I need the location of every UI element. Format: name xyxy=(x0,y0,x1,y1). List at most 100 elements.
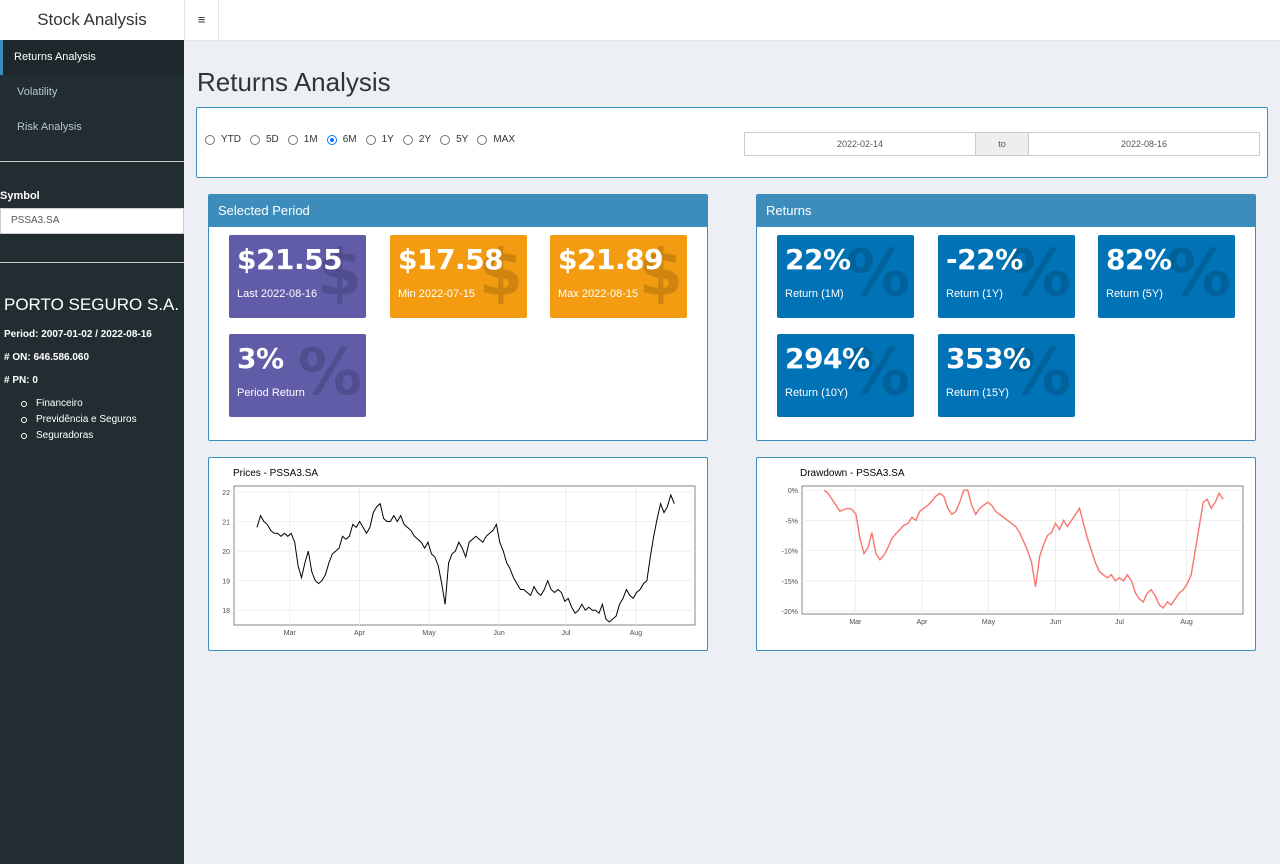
filter-box: YTD 5D 1M 6M 1Y 2Y 5Y MAX 2022-02-14 to … xyxy=(196,107,1268,178)
y-tick-label: -5% xyxy=(786,518,798,525)
radio-label: MAX xyxy=(493,134,515,145)
radio-2y[interactable]: 2Y xyxy=(402,134,431,145)
dollar-icon: $ xyxy=(317,237,362,311)
radio-ytd[interactable]: YTD xyxy=(205,134,241,145)
value-box-min: $17.58 Min 2022-07-15 $ xyxy=(390,235,527,318)
page-title: Returns Analysis xyxy=(197,67,391,97)
value-box-label: Max 2022-08-15 xyxy=(558,288,639,300)
radio-circle-icon xyxy=(326,134,337,145)
value-box-label: Period Return xyxy=(237,387,305,399)
x-tick-label: Mar xyxy=(849,619,862,626)
radio-label: 5D xyxy=(266,134,279,145)
value-box-period-return: 3% Period Return % xyxy=(229,334,366,417)
chart-title: Drawdown - PSSA3.SA xyxy=(800,468,905,479)
y-tick-label: 19 xyxy=(222,579,230,586)
x-tick-label: Jun xyxy=(1050,619,1061,626)
value-box-return-5y: 82% Return (5Y) % xyxy=(1098,235,1235,318)
x-tick-label: Aug xyxy=(1180,619,1193,626)
end-date-field[interactable]: 2022-08-16 xyxy=(1028,132,1260,156)
value-box-return-10y: 294% Return (10Y) % xyxy=(777,334,914,417)
price-chart-box: Prices - PSSA3.SA 18 19 20 21 22 Mar Apr May Jun… xyxy=(208,457,708,651)
y-tick-label: -10% xyxy=(782,549,798,556)
percent-icon: % xyxy=(297,336,362,410)
value-box-label: Min 2022-07-15 xyxy=(398,288,476,300)
period-radio-group: YTD 5D 1M 6M 1Y 2Y 5Y MAX xyxy=(205,134,524,145)
radio-max[interactable]: MAX xyxy=(477,134,515,145)
value-box-value: 294% xyxy=(785,342,870,375)
chart-title: Prices - PSSA3.SA xyxy=(233,468,319,479)
radio-label: 5Y xyxy=(456,134,469,145)
radio-circle-icon xyxy=(287,134,298,145)
value-box-value: 82% xyxy=(1106,243,1172,276)
x-tick-label: Jul xyxy=(1115,619,1124,626)
period-info: Period: 2007-01-02 / 2022-08-16 xyxy=(4,329,152,340)
dollar-icon: $ xyxy=(478,237,523,311)
value-box-value: $17.58 xyxy=(398,243,504,276)
radio-1y[interactable]: 1Y xyxy=(365,134,394,145)
series-line xyxy=(823,489,1224,610)
radio-circle-icon xyxy=(365,134,376,145)
sidebar: Returns Analysis Volatility Risk Analysi… xyxy=(0,40,184,864)
radio-label: 6M xyxy=(342,134,357,145)
date-range-input: 2022-02-14 to 2022-08-16 xyxy=(744,132,1260,156)
y-tick-label: 0% xyxy=(788,488,798,495)
company-name: PORTO SEGURO S.A. xyxy=(4,295,180,314)
percent-icon: % xyxy=(1166,237,1231,311)
x-tick-label: Jun xyxy=(493,630,504,637)
top-header: Stock Analysis ≡ xyxy=(0,0,1280,41)
box-title: Returns xyxy=(757,195,1255,227)
value-box-label: Return (1Y) xyxy=(946,288,1003,300)
x-tick-label: May xyxy=(982,619,996,626)
radio-circle-icon xyxy=(250,134,260,145)
percent-icon: % xyxy=(1006,336,1071,410)
value-box-label: Last 2022-08-16 xyxy=(237,288,318,300)
plot-panel xyxy=(801,485,1244,615)
dollar-icon: $ xyxy=(638,237,683,311)
percent-icon: % xyxy=(845,237,910,311)
value-box-label: Return (10Y) xyxy=(785,387,848,399)
menu-toggle-icon[interactable]: ≡ xyxy=(184,0,219,40)
sidebar-divider xyxy=(0,262,184,263)
radio-5y[interactable]: 5Y xyxy=(440,134,468,145)
y-tick-label: 21 xyxy=(222,519,230,526)
radio-1m[interactable]: 1M xyxy=(287,134,318,145)
radio-circle-icon xyxy=(440,134,451,145)
returns-box: Returns 22% Return (1M) % -22% Return (1… xyxy=(756,194,1256,441)
radio-label: 1M xyxy=(303,134,318,145)
start-date-field[interactable]: 2022-02-14 xyxy=(744,132,976,156)
radio-label: YTD xyxy=(221,134,241,145)
sidebar-item-volatility[interactable]: Volatility xyxy=(17,86,58,98)
y-tick-label: -20% xyxy=(782,609,798,616)
value-box-return-15y: 353% Return (15Y) % xyxy=(938,334,1075,417)
y-tick-label: 20 xyxy=(222,549,230,556)
value-box-value: $21.89 xyxy=(558,243,664,276)
on-shares-info: # ON: 646.586.060 xyxy=(4,352,90,363)
symbol-input[interactable]: PSSA3.SA xyxy=(0,208,184,234)
x-tick-label: Aug xyxy=(630,630,643,637)
value-box-value: $21.55 xyxy=(237,243,343,276)
price-chart: 18 19 20 21 22 Mar Apr May Jun Jul Aug xyxy=(222,485,696,637)
radio-6m[interactable]: 6M xyxy=(326,134,357,145)
symbol-label: Symbol xyxy=(0,190,40,202)
box-title: Selected Period xyxy=(209,195,707,227)
value-box-last: $21.55 Last 2022-08-16 $ xyxy=(229,235,366,318)
value-box-value: 353% xyxy=(946,342,1031,375)
radio-5d[interactable]: 5D xyxy=(250,134,279,145)
list-item: Seguradoras xyxy=(20,428,184,444)
x-tick-label: May xyxy=(422,630,436,637)
y-tick-label: 18 xyxy=(222,608,230,615)
value-box-max: $21.89 Max 2022-08-15 $ xyxy=(550,235,687,318)
x-tick-label: Mar xyxy=(284,630,297,637)
list-item: Financeiro xyxy=(20,396,184,412)
value-box-value: 3% xyxy=(237,342,284,375)
app-title: Stock Analysis xyxy=(37,10,147,29)
drawdown-chart: 0% -5% -10% -15% -20% Mar Apr May Jun Jul Aug xyxy=(782,485,1244,626)
y-tick-label: -15% xyxy=(782,579,798,586)
radio-circle-icon xyxy=(205,134,215,145)
radio-circle-icon xyxy=(477,134,488,145)
selected-period-box: Selected Period $21.55 Last 2022-08-16 $… xyxy=(208,194,708,441)
sidebar-item-returns-analysis[interactable]: Returns Analysis xyxy=(0,40,184,75)
value-box-return-1y: -22% Return (1Y) % xyxy=(938,235,1075,318)
value-box-return-1m: 22% Return (1M) % xyxy=(777,235,914,318)
sidebar-item-risk-analysis[interactable]: Risk Analysis xyxy=(17,121,82,133)
